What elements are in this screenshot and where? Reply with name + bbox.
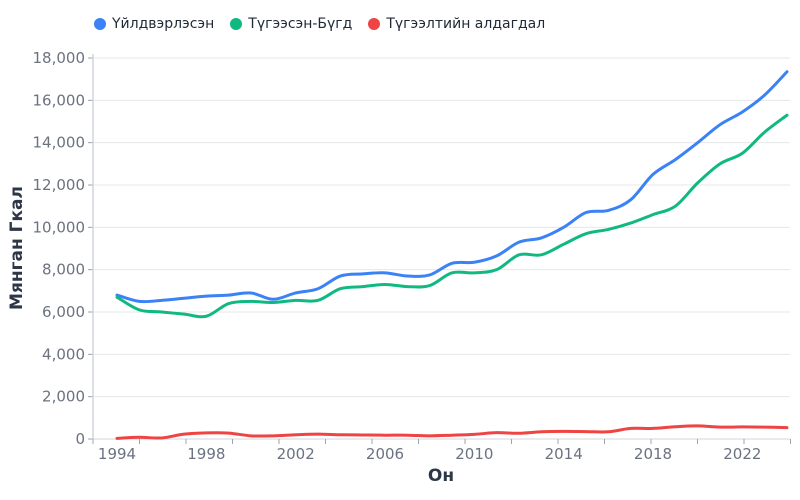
y-tick-label: 4,000 — [42, 345, 85, 363]
x-tick-label: 1994 — [98, 445, 136, 463]
x-axis-title: Он — [428, 466, 454, 486]
x-tick-label: 1998 — [187, 445, 225, 463]
gridlines — [93, 57, 790, 398]
y-tick-label: 14,000 — [33, 134, 86, 152]
legend-label: Үйлдвэрлэсэн — [112, 16, 215, 32]
legend-dot-icon — [230, 18, 243, 30]
x-tick-label: 2002 — [277, 445, 315, 463]
x-tick-label: 2014 — [545, 445, 583, 463]
y-tick-label: 12,000 — [33, 176, 86, 194]
y-tick-label: 2,000 — [42, 388, 85, 406]
x-axis: 1994 1998 2002 2006 2010 2014 2018 2022 — [92, 438, 791, 463]
y-axis: 0 2,000 4,000 6,000 8,000 10,000 12,000 14,000 1… — [33, 49, 94, 448]
y-tick-label: 16,000 — [33, 91, 86, 109]
y-tick-label: 0 — [75, 430, 85, 448]
y-tick-label: 8,000 — [42, 261, 85, 279]
y-tick-label: 18,000 — [33, 49, 86, 67]
legend-label: Түгээлтийн алдагдал — [386, 16, 546, 32]
y-axis-title: Мянган Гкал — [7, 186, 27, 310]
legend-item-distributed-total[interactable]: Түгээсэн-Бүгд — [230, 16, 352, 32]
x-tick-label: 2022 — [723, 445, 761, 463]
plot-lines — [115, 70, 789, 440]
x-tick-label: 2010 — [455, 445, 493, 463]
x-tick-label: 2006 — [366, 445, 404, 463]
y-tick-label: 10,000 — [33, 218, 86, 236]
series-line-2[interactable] — [115, 424, 789, 440]
series-line-1[interactable] — [115, 113, 789, 319]
series-line-0[interactable] — [115, 70, 789, 304]
legend-dot-icon — [94, 18, 106, 30]
y-tick-label: 6,000 — [42, 303, 85, 321]
legend-label: Түгээсэн-Бүгд — [248, 16, 353, 32]
legend-item-distribution-loss[interactable]: Түгээлтийн алдагдал — [368, 16, 545, 32]
x-tick-label: 2018 — [634, 445, 672, 463]
legend-dot-icon — [368, 18, 381, 30]
chart-legend: Үйлдвэрлэсэн Түгээсэн-Бүгд Түгээлтийн ал… — [94, 16, 545, 32]
legend-item-produced[interactable]: Үйлдвэрлэсэн — [94, 16, 214, 32]
